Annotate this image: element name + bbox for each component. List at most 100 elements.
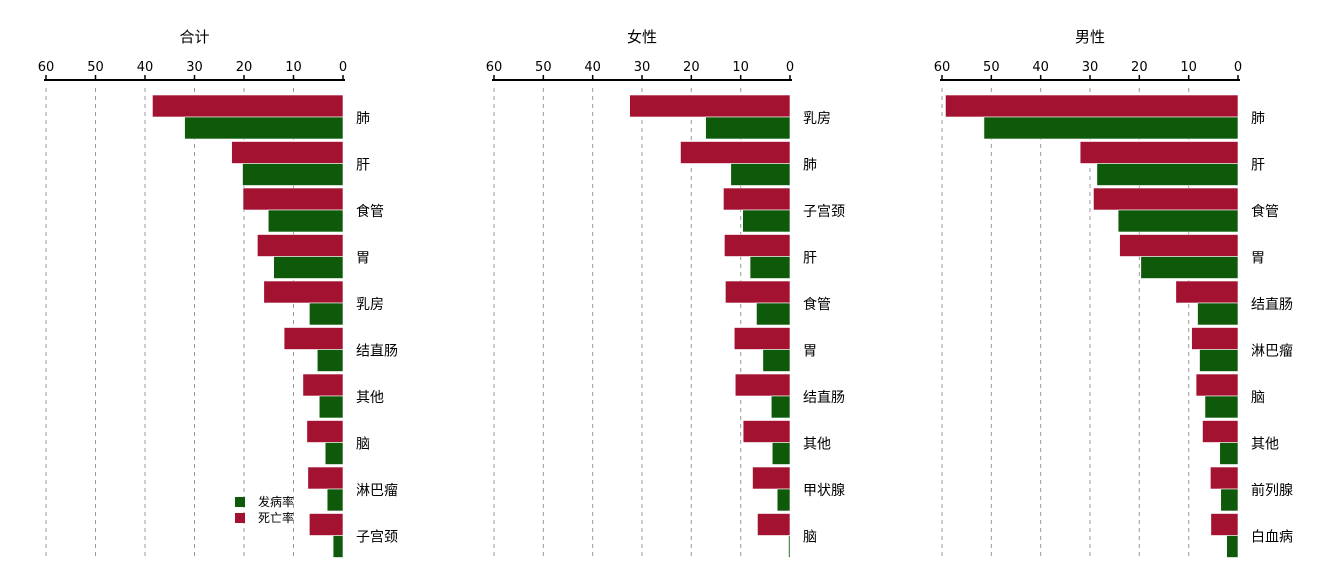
bar-mortality (1202, 420, 1239, 443)
category-label: 胃 (1251, 251, 1265, 267)
category-label: 肺 (1251, 111, 1265, 127)
bar-mortality (723, 187, 791, 211)
bar-mortality (1210, 513, 1239, 536)
legend-swatch (235, 497, 245, 507)
panel-title: 合计 (179, 28, 209, 46)
panel-title: 男性 (1075, 28, 1105, 46)
category-label: 食管 (803, 296, 831, 313)
bar-mortality (231, 141, 344, 164)
bar-mortality (1175, 280, 1239, 304)
bar-mortality (283, 327, 344, 350)
bar-incidence (730, 163, 791, 186)
bar-mortality (752, 466, 791, 490)
category-label: 食管 (356, 203, 384, 220)
bar-incidence (770, 395, 791, 419)
category-label: 前列腺 (1251, 482, 1293, 499)
x-tick-label: 0 (786, 60, 794, 75)
bar-incidence (316, 349, 344, 372)
category-label: 肺 (803, 158, 817, 174)
x-tick-label: 20 (1131, 60, 1148, 75)
legend-swatch (235, 513, 245, 523)
bar-mortality (302, 373, 344, 397)
category-label: 食管 (1251, 203, 1279, 220)
bar-mortality (734, 373, 791, 397)
category-label: 其他 (356, 390, 384, 406)
bar-mortality (742, 420, 791, 443)
category-label: 乳房 (356, 297, 384, 313)
category-label: 胃 (356, 251, 370, 267)
bar-incidence (1197, 302, 1239, 326)
bar-incidence (1140, 256, 1239, 279)
bar-incidence (318, 395, 344, 419)
category-label: 脑 (1251, 390, 1265, 406)
bar-incidence (184, 116, 344, 140)
bar-incidence (771, 442, 791, 465)
x-tick-label: 10 (732, 60, 749, 75)
x-tick-label: 40 (137, 60, 154, 75)
bar-mortality (309, 513, 344, 536)
panel-title: 女性 (627, 28, 657, 46)
category-label: 结直肠 (1251, 296, 1293, 313)
x-tick-label: 10 (1180, 60, 1197, 75)
bar-mortality (629, 94, 791, 118)
bar-incidence (1226, 535, 1239, 558)
x-tick-label: 30 (634, 60, 651, 75)
bar-mortality (306, 420, 344, 443)
bar-incidence (1117, 209, 1239, 233)
category-label: 肝 (356, 158, 370, 174)
bar-incidence (756, 302, 791, 326)
category-label: 胃 (803, 344, 817, 360)
x-tick-label: 50 (87, 60, 104, 75)
bar-mortality (757, 513, 791, 536)
bar-incidence (983, 116, 1239, 140)
bar-incidence (332, 535, 344, 558)
x-tick-label: 10 (285, 60, 302, 75)
category-label: 肝 (803, 251, 817, 267)
bar-incidence (1219, 442, 1239, 465)
bar-mortality (1079, 141, 1239, 164)
category-label: 白血病 (1251, 530, 1293, 546)
bar-mortality (263, 280, 344, 304)
x-tick-label: 40 (584, 60, 601, 75)
category-label: 脑 (356, 437, 370, 453)
bar-incidence (788, 535, 791, 558)
bar-mortality (733, 327, 791, 350)
bar-mortality (945, 94, 1239, 118)
bar-mortality (242, 187, 344, 211)
bar-mortality (1191, 327, 1239, 350)
category-label: 子宫颈 (356, 530, 398, 546)
bar-incidence (776, 488, 791, 512)
bar-incidence (242, 163, 344, 186)
category-label: 淋巴瘤 (356, 482, 398, 499)
bar-mortality (680, 141, 791, 164)
x-tick-label: 50 (535, 60, 552, 75)
category-label: 乳房 (803, 111, 831, 127)
category-label: 结直肠 (356, 343, 398, 360)
x-tick-label: 20 (236, 60, 253, 75)
bar-incidence (742, 209, 791, 233)
bar-mortality (1210, 466, 1239, 490)
category-label: 子宫颈 (803, 204, 845, 220)
bar-mortality (1119, 234, 1239, 257)
x-tick-label: 60 (486, 60, 503, 75)
bar-incidence (1096, 163, 1239, 186)
x-tick-label: 30 (186, 60, 203, 75)
category-label: 肺 (356, 111, 370, 127)
category-label: 肝 (1251, 158, 1265, 174)
category-label: 其他 (803, 437, 831, 453)
bar-mortality (1195, 373, 1239, 397)
bar-incidence (1199, 349, 1239, 372)
bar-mortality (724, 234, 791, 257)
x-tick-label: 50 (983, 60, 1000, 75)
legend-label: 死亡率 (258, 510, 294, 525)
bar-mortality (307, 466, 344, 490)
bar-mortality (152, 94, 344, 118)
bar-incidence (324, 442, 344, 465)
x-tick-label: 60 (934, 60, 951, 75)
category-label: 甲状腺 (803, 483, 845, 499)
